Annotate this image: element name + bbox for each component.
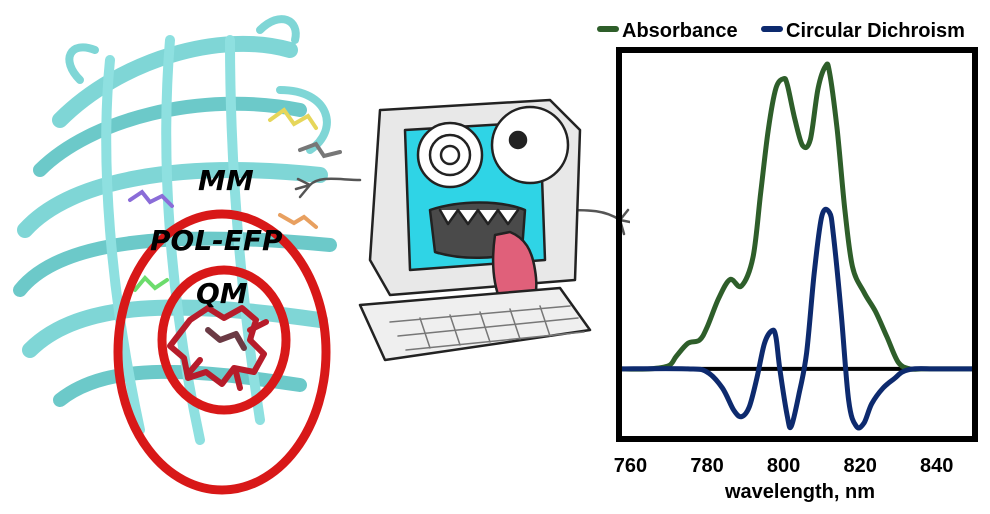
right-eye [490, 105, 570, 185]
right-arm [563, 208, 630, 236]
plot-area [618, 61, 975, 431]
x-tick-label: 780 [690, 455, 723, 477]
x-tick-label: 840 [920, 455, 953, 477]
absorbance-line [618, 61, 975, 372]
protein-illustration: MM POL-EFP QM [13, 15, 342, 495]
x-tick-label: 800 [767, 455, 800, 477]
qm-label: QM [196, 277, 248, 310]
legend-label-absorbance: Absorbance [622, 20, 738, 42]
protein-beta-barrel [13, 15, 337, 445]
legend-label-circular-dichroism: Circular Dichroism [786, 20, 965, 42]
plot-frame [616, 47, 978, 442]
mm-label: MM [198, 164, 254, 197]
x-tick-label: 820 [843, 455, 876, 477]
pol-efp-label: POL-EFP [150, 224, 283, 257]
circular-dichroism-line [618, 206, 975, 431]
qm-region-ring [157, 265, 291, 415]
x-axis-label: wavelength, nm [724, 481, 875, 503]
spectrum-chart: Absorbance Circular Dichroism 760 780 800 8… [597, 20, 978, 503]
right-pupil [508, 130, 528, 150]
left-arm [294, 177, 362, 199]
keyboard [358, 286, 592, 362]
computer-cartoon [294, 98, 630, 362]
chart-legend: Absorbance Circular Dichroism [597, 20, 965, 42]
mm-region-ring [113, 209, 331, 495]
left-eye [416, 121, 484, 189]
qm-chromophore [167, 305, 269, 391]
chromophore-pigments [128, 107, 342, 292]
x-axis-ticks: 760 780 800 820 840 [614, 455, 954, 477]
x-tick-label: 760 [614, 455, 647, 477]
